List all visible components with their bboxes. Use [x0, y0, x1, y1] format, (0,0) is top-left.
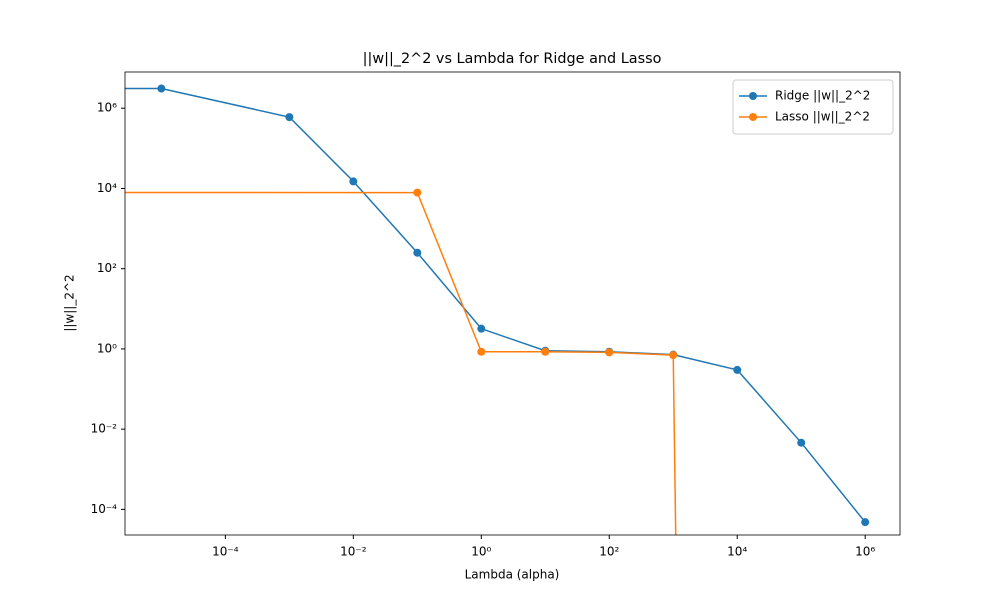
x-tick-label: 10⁰ — [471, 545, 491, 559]
x-tick-label: 10⁻² — [340, 545, 367, 559]
legend-label: Ridge ||w||_2^2 — [775, 89, 870, 103]
marker — [413, 188, 422, 197]
marker — [797, 438, 806, 447]
y-tick-label: 10⁴ — [97, 181, 117, 195]
marker — [413, 248, 422, 257]
x-tick-label: 10² — [599, 545, 619, 559]
marker — [733, 365, 742, 374]
x-tick-label: 10⁻⁴ — [212, 545, 239, 559]
legend-marker — [749, 92, 757, 100]
chart-title: ||w||_2^2 vs Lambda for Ridge and Lasso — [363, 51, 662, 67]
marker — [605, 348, 614, 357]
y-tick-label: 10⁰ — [97, 341, 117, 355]
x-tick-label: 10⁶ — [855, 545, 875, 559]
marker — [669, 351, 678, 360]
marker — [541, 347, 550, 356]
marker — [477, 347, 486, 356]
y-tick-label: 10⁶ — [97, 101, 117, 115]
x-axis-label: Lambda (alpha) — [465, 568, 560, 582]
y-tick-label: 10² — [97, 261, 117, 275]
legend-box — [732, 79, 894, 135]
marker — [477, 324, 486, 333]
marker — [157, 84, 166, 93]
marker — [285, 113, 294, 122]
plot-area — [125, 84, 870, 535]
y-axis-label: ||w||_2^2 — [63, 274, 77, 331]
legend-label: Lasso ||w||_2^2 — [775, 110, 870, 124]
marker — [861, 518, 870, 527]
plot-frame — [124, 71, 901, 536]
y-tick-label: 10⁻⁴ — [91, 502, 118, 516]
marker — [349, 177, 358, 186]
series-line — [125, 87, 866, 523]
y-tick-label: 10⁻² — [91, 422, 118, 436]
x-tick-label: 10⁴ — [727, 545, 747, 559]
legend-marker — [749, 113, 757, 121]
